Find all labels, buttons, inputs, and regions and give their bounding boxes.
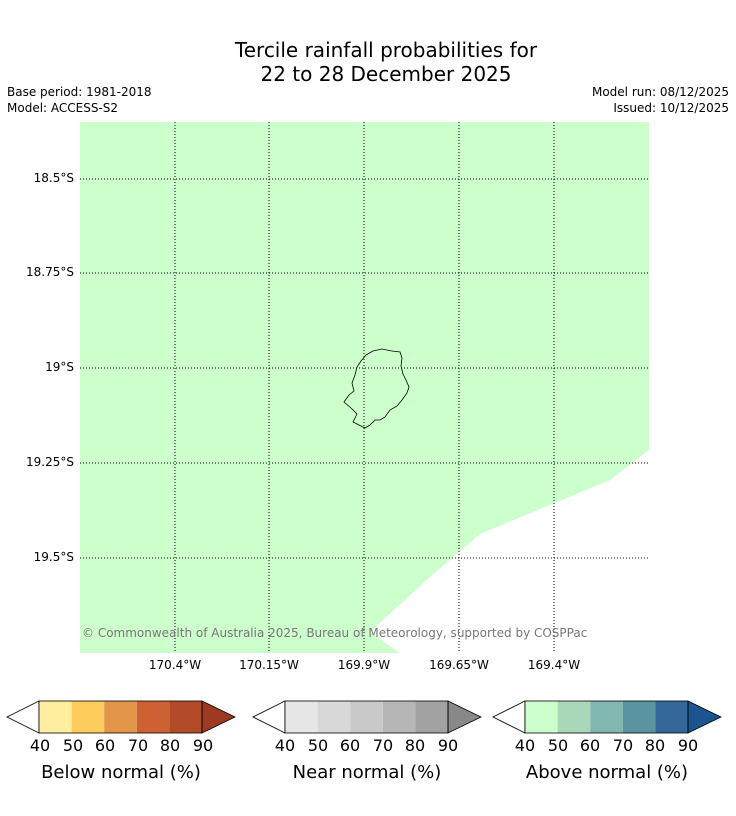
above-normal-region <box>80 122 649 653</box>
label-near-normal: Near normal (%) <box>292 762 442 783</box>
colorbar-segment <box>169 701 202 733</box>
title-line-2: 22 to 28 December 2025 <box>260 62 512 86</box>
tick-60: 60 <box>579 736 601 755</box>
lon-label-169-65: 169.65°W <box>429 658 489 672</box>
label-above-normal: Above normal (%) <box>525 762 689 783</box>
colorbar-segment <box>557 701 591 733</box>
colorbar-frame <box>284 700 449 734</box>
colorbar-segment <box>382 701 416 733</box>
colorbar-segment <box>71 701 105 733</box>
lat-label-19-25: 19.25°S <box>26 455 74 469</box>
map-title: Tercile rainfall probabilities for 22 to… <box>0 38 736 86</box>
colorbar-under-triangle <box>6 700 40 734</box>
colorbar-segment <box>622 701 656 733</box>
colorbar-above-normal <box>492 700 722 734</box>
meta-left: Base period: 1981-2018 Model: ACCESS-S2 <box>7 84 152 116</box>
colorbar-svg <box>252 700 482 734</box>
tick-40: 40 <box>274 736 296 755</box>
colorbar-over-triangle <box>201 700 236 734</box>
lon-label-170-15: 170.15°W <box>239 658 299 672</box>
colorbar-segment <box>285 701 318 733</box>
tick-40: 40 <box>29 736 51 755</box>
tick-90: 90 <box>192 736 214 755</box>
map-panel <box>80 122 649 653</box>
tick-40: 40 <box>514 736 536 755</box>
colorbar-segment <box>590 701 623 733</box>
title-line-1: Tercile rainfall probabilities for <box>234 38 538 62</box>
tick-60: 60 <box>94 736 116 755</box>
colorbar-frame <box>524 700 689 734</box>
graticule <box>80 122 649 653</box>
colorbar-segment <box>104 701 137 733</box>
lon-label-170-4: 170.4°W <box>148 658 202 672</box>
tick-50: 50 <box>547 736 569 755</box>
colorbar-segment <box>136 701 170 733</box>
model-run: Model run: 08/12/2025 <box>591 85 729 99</box>
colorbar-under-triangle <box>252 700 286 734</box>
tick-70: 70 <box>372 736 394 755</box>
map-svg <box>80 122 649 653</box>
lat-label-18-75: 18.75°S <box>26 265 74 279</box>
tick-90: 90 <box>437 736 459 755</box>
colorbar-segment <box>317 701 351 733</box>
tick-70: 70 <box>612 736 634 755</box>
colorbar-near-normal <box>252 700 482 734</box>
issued-date: Issued: 10/12/2025 <box>613 101 729 115</box>
colorbar-segment <box>39 701 72 733</box>
base-period: Base period: 1981-2018 <box>7 85 152 99</box>
colorbar-segment <box>655 701 688 733</box>
tick-60: 60 <box>339 736 361 755</box>
tick-50: 50 <box>307 736 329 755</box>
tick-50: 50 <box>62 736 84 755</box>
lat-label-18-5: 18.5°S <box>33 171 74 185</box>
colorbar-segment <box>350 701 383 733</box>
tick-90: 90 <box>677 736 699 755</box>
colorbar-frame <box>38 700 203 734</box>
tick-80: 80 <box>159 736 181 755</box>
colorbar-over-triangle <box>687 700 722 734</box>
colorbar-svg <box>492 700 722 734</box>
lon-label-169-9: 169.9°W <box>337 658 391 672</box>
tick-70: 70 <box>127 736 149 755</box>
colorbar-over-triangle <box>447 700 482 734</box>
colorbar-svg <box>6 700 236 734</box>
lat-label-19: 19°S <box>45 360 74 374</box>
niue-island-outline <box>343 348 410 429</box>
tick-80: 80 <box>404 736 426 755</box>
colorbar-segment <box>525 701 558 733</box>
colorbar-segment <box>415 701 448 733</box>
lat-label-19-5: 19.5°S <box>33 550 74 564</box>
copyright-notice: © Commonwealth of Australia 2025, Bureau… <box>82 626 588 640</box>
model-name: Model: ACCESS-S2 <box>7 101 119 115</box>
lon-label-169-4: 169.4°W <box>527 658 581 672</box>
label-below-normal: Below normal (%) <box>41 762 201 783</box>
tick-80: 80 <box>644 736 666 755</box>
meta-right: Model run: 08/12/2025 Issued: 10/12/2025 <box>592 84 729 116</box>
colorbar-below-normal <box>6 700 236 734</box>
colorbar-under-triangle <box>492 700 526 734</box>
